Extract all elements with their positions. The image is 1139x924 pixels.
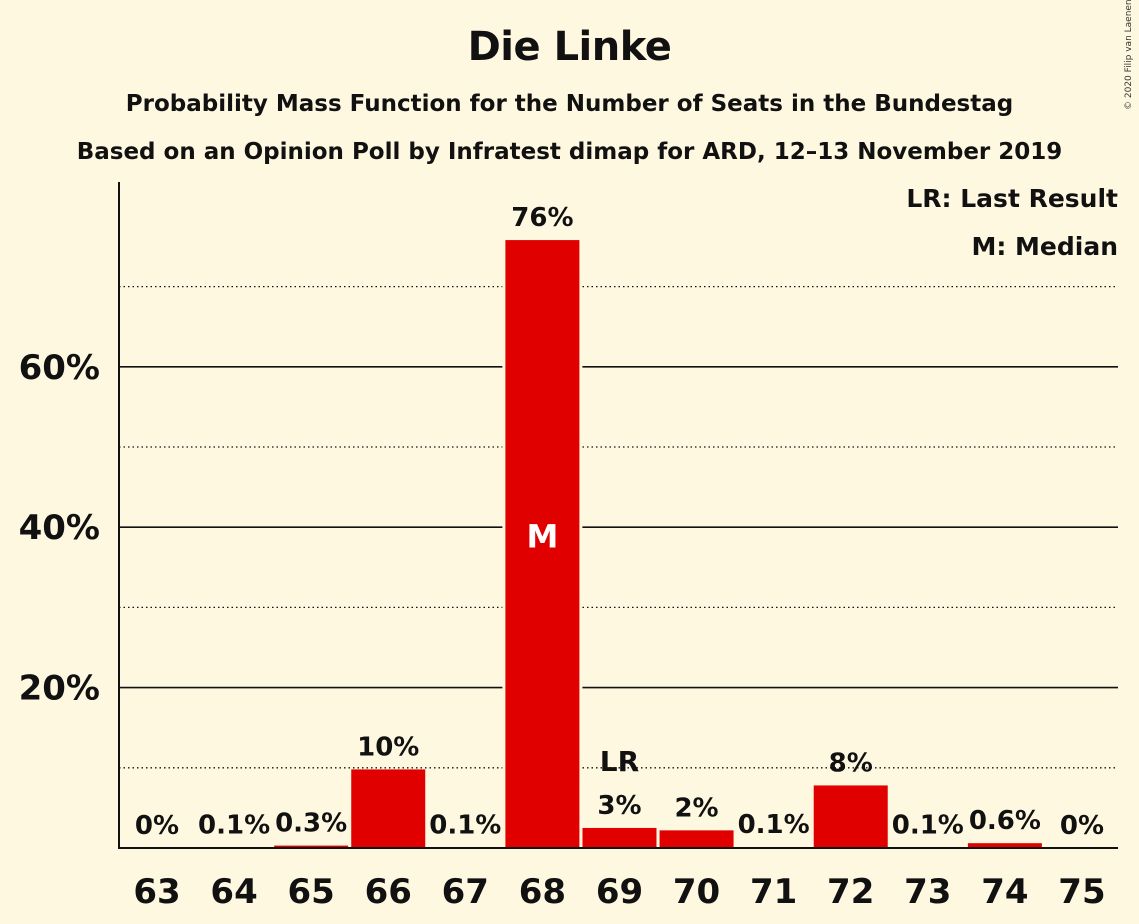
bar-seat-68 (505, 240, 580, 849)
bar-value-label: 0.1% (738, 810, 810, 840)
median-marker: M (526, 517, 558, 555)
bar-seat-66 (351, 769, 426, 848)
bar-value-label: 0% (135, 811, 179, 841)
x-tick-label: 72 (827, 872, 874, 912)
bar-seat-70 (659, 830, 734, 848)
bar-seat-74 (967, 843, 1042, 848)
chart-title: Die Linke (467, 24, 672, 70)
bar-labels: 0% 0.1% 0.3%10%0.1%76%M3%LR2%0.1%8%0.1% 0.6… (135, 203, 1104, 841)
x-tick-label: 71 (750, 872, 797, 912)
legend-median: M: Median (971, 232, 1118, 261)
chart-subtitle: Probability Mass Function for the Number… (125, 91, 1014, 117)
x-tick-label: 63 (133, 872, 180, 912)
bar-value-label: 0.6% (969, 806, 1041, 836)
y-tick-label: 60% (19, 348, 100, 388)
gridlines (119, 285, 1118, 769)
y-tick-label: 40% (19, 508, 100, 548)
x-tick-label: 64 (210, 872, 257, 912)
bar-value-label: 0% (1060, 811, 1104, 841)
x-tick-label: 66 (365, 872, 412, 912)
bar-seat-65 (274, 845, 349, 848)
x-tick-label: 69 (596, 872, 643, 912)
legend-last-result: LR: Last Result (906, 184, 1118, 213)
bar-value-label: 0.3% (275, 809, 347, 839)
x-tick-label: 75 (1058, 872, 1105, 912)
x-tick-label: 67 (442, 872, 489, 912)
bar-seat-69 (582, 827, 657, 848)
bar-value-label: 0.1% (892, 811, 964, 841)
last-result-marker: LR (600, 745, 639, 778)
bar-value-label: 0.1% (198, 811, 270, 841)
bar-value-label: 2% (674, 793, 718, 823)
x-tick-label: 73 (904, 872, 951, 912)
x-tick-label: 65 (287, 872, 334, 912)
bars (197, 195, 1042, 849)
bar-value-label: 10% (357, 732, 419, 762)
chart-source-subtitle: Based on an Opinion Poll by Infratest di… (76, 139, 1063, 165)
x-tick-label: 68 (519, 872, 566, 912)
bar-value-label: 3% (597, 791, 641, 821)
bar-value-label: 0.1% (429, 811, 501, 841)
x-tick-label: 74 (981, 872, 1028, 912)
bar-value-label: 76% (511, 203, 573, 233)
x-tick-label: 70 (673, 872, 720, 912)
bar-seat-72 (813, 785, 888, 848)
axes: 20% 40% 60% 63 64 65 66 67 68 69 70 71 72 73 74 75 (19, 182, 1118, 912)
y-tick-label: 20% (19, 669, 100, 709)
bar-value-label: 8% (829, 748, 873, 778)
